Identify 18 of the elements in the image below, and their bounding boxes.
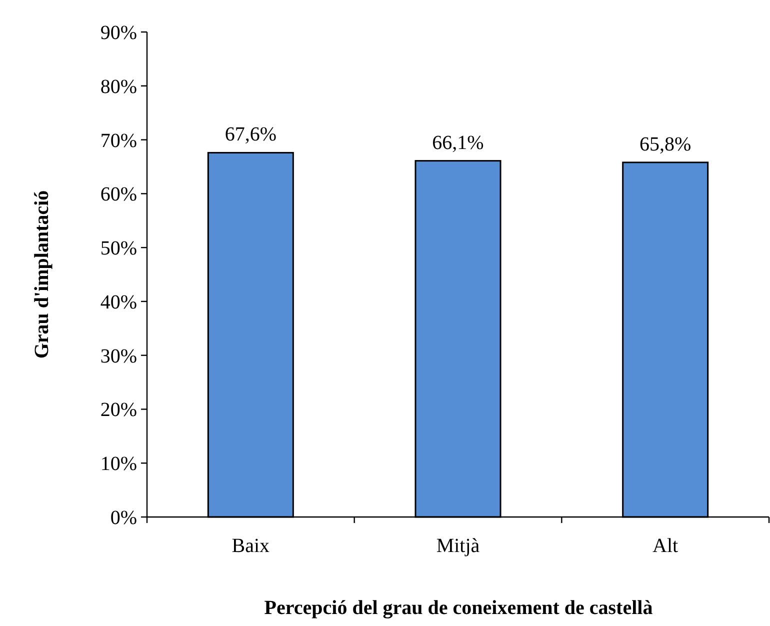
y-tick-label: 0% <box>110 507 137 529</box>
data-label: 67,6% <box>224 124 277 146</box>
x-axis-title: Percepció del grau de coneixement de castellà <box>264 597 653 619</box>
y-tick-label: 80% <box>100 76 137 98</box>
data-label: 66,1% <box>432 132 484 154</box>
x-tick-label: Baix <box>232 535 270 557</box>
y-tick-label: 70% <box>100 130 137 152</box>
y-tick-label: 40% <box>100 291 137 314</box>
y-tick-label: 90% <box>100 22 137 44</box>
y-tick-label: 30% <box>100 345 137 368</box>
data-label: 65,8% <box>639 133 692 156</box>
y-axis-title: Grau d'implantació <box>31 190 53 359</box>
x-tick-label: Alt <box>652 535 679 557</box>
x-tick-label: Mitjà <box>436 535 480 557</box>
y-tick-label: 10% <box>100 453 137 476</box>
y-tick-label: 60% <box>100 184 137 206</box>
y-tick-label: 50% <box>100 238 137 260</box>
y-tick-label: 20% <box>100 399 137 422</box>
